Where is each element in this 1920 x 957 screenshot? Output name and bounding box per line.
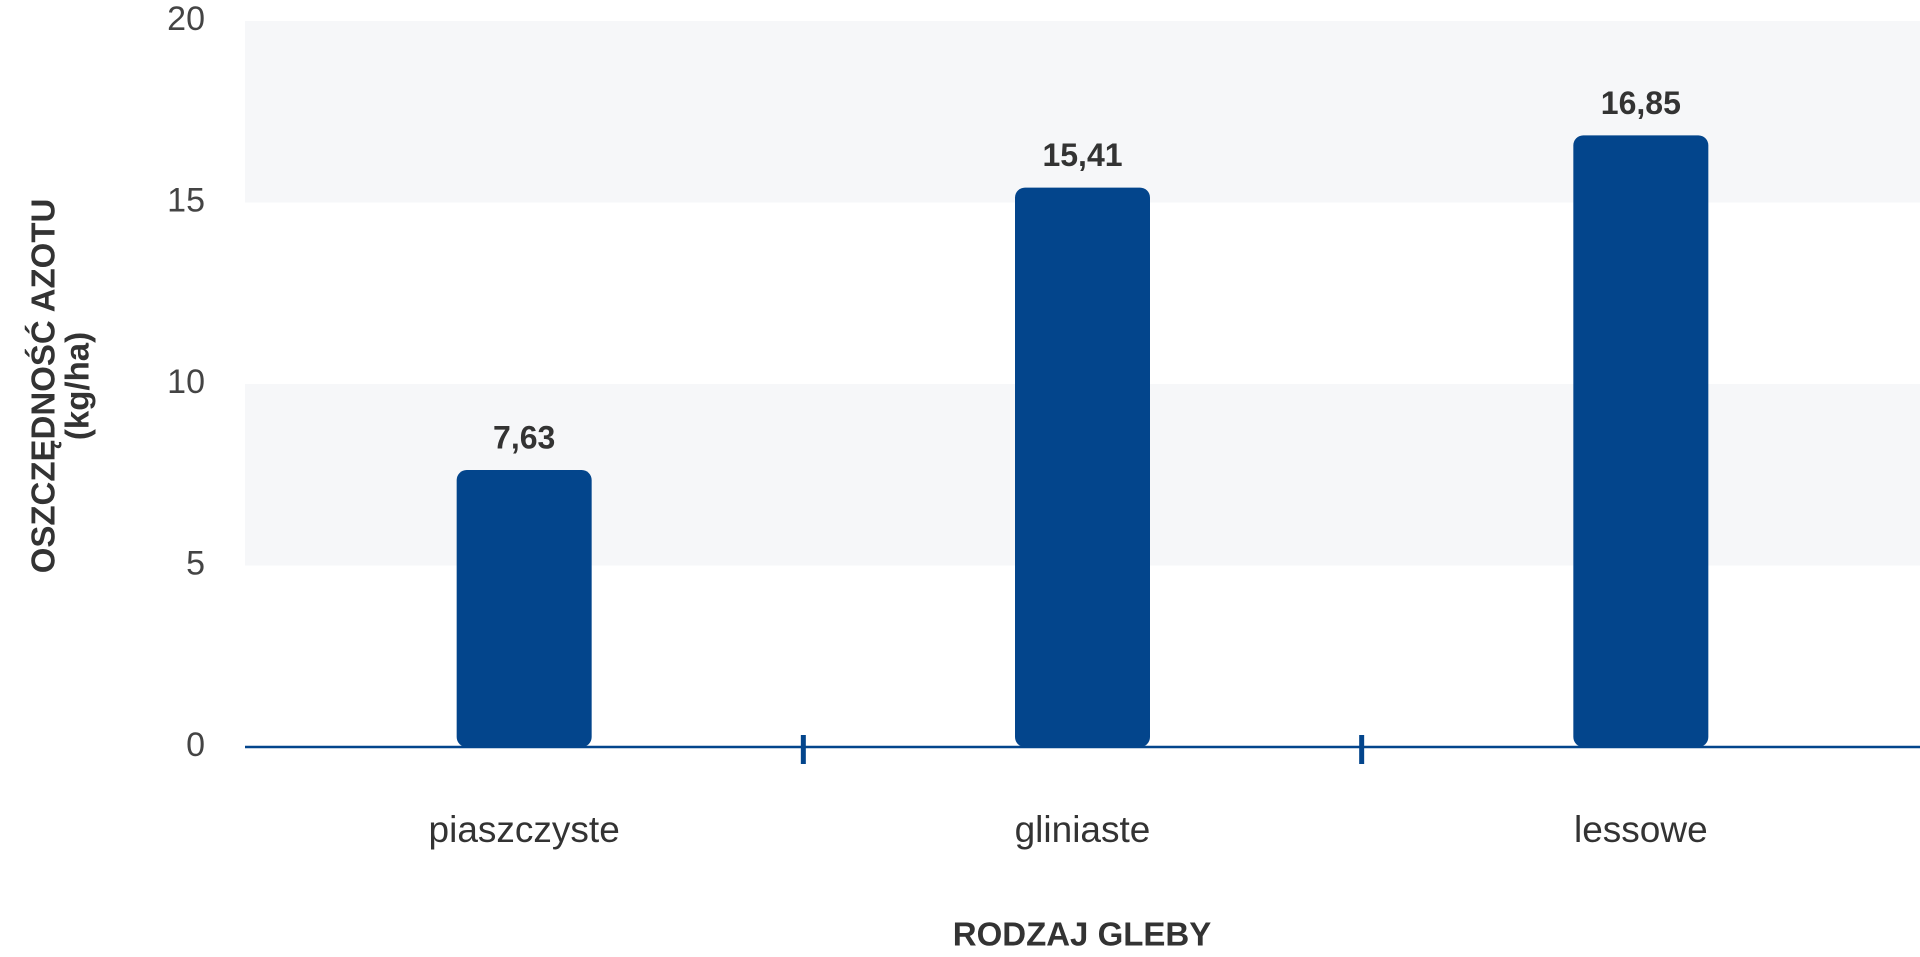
bar — [1015, 187, 1150, 747]
x-tick-label: gliniaste — [1015, 809, 1151, 850]
bar — [1573, 135, 1709, 748]
y-tick-label: 0 — [186, 726, 205, 764]
bar — [456, 470, 592, 747]
x-tick-label: piaszczyste — [429, 809, 620, 850]
x-tick-label: lessowe — [1574, 809, 1708, 850]
y-axis-title: (kg/ha) — [59, 332, 96, 440]
y-tick-label: 15 — [167, 181, 205, 219]
value-label: 7,63 — [493, 419, 555, 455]
value-label: 16,85 — [1601, 85, 1681, 121]
y-tick-label: 20 — [167, 0, 205, 38]
y-tick-label: 10 — [167, 363, 205, 401]
value-label: 15,41 — [1042, 137, 1122, 173]
y-tick-label: 5 — [186, 544, 205, 582]
y-axis-title: OSZCZĘDNOŚĆ AZOTU — [25, 199, 62, 574]
x-axis-title: RODZAJ GLEBY — [953, 916, 1212, 953]
